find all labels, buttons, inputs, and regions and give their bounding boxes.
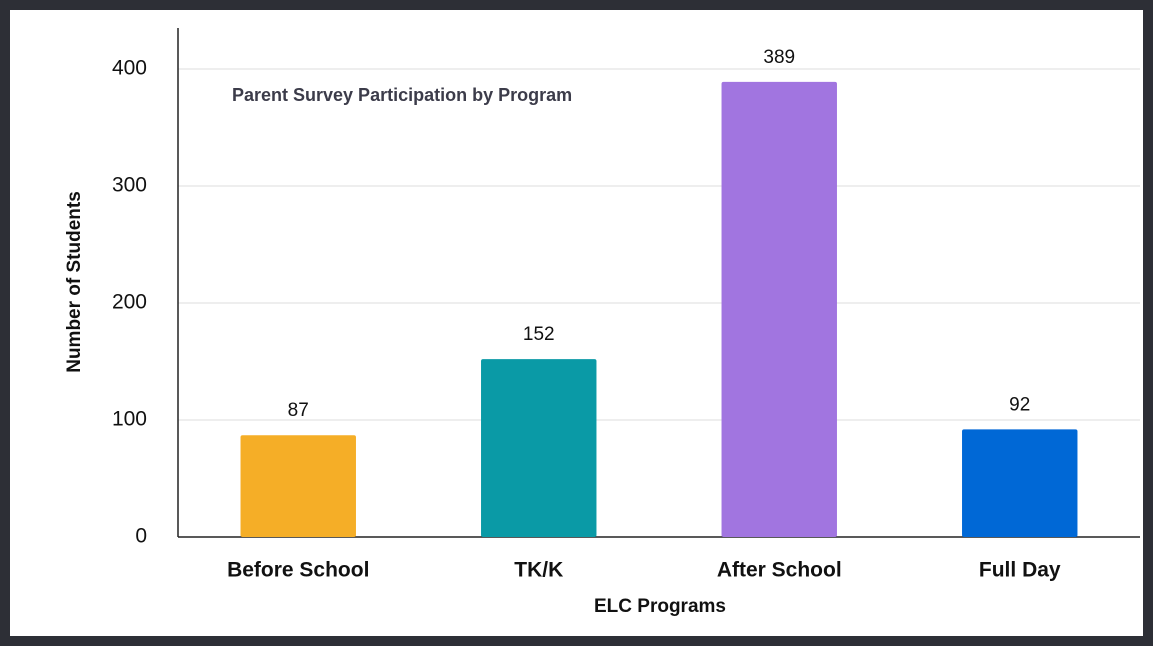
- chart-title: Parent Survey Participation by Program: [232, 85, 572, 105]
- value-label: 389: [763, 47, 795, 68]
- bar: [240, 435, 356, 537]
- y-tick-label: 0: [135, 525, 147, 548]
- y-axis-label: Number of Students: [64, 191, 85, 373]
- y-tick-label: 300: [112, 174, 147, 197]
- value-label: 87: [288, 400, 309, 421]
- bar: [962, 429, 1078, 537]
- x-tick-label: After School: [717, 559, 842, 582]
- y-tick-label: 200: [112, 291, 147, 314]
- x-tick-label: Full Day: [979, 559, 1061, 582]
- y-tick-label: 400: [112, 57, 147, 80]
- bar: [721, 81, 837, 537]
- x-axis-label: ELC Programs: [594, 596, 726, 617]
- y-tick-label: 100: [112, 408, 147, 431]
- bar: [481, 359, 597, 537]
- x-tick-label: Before School: [227, 559, 369, 582]
- value-label: 92: [1009, 394, 1030, 415]
- value-label: 152: [523, 324, 555, 345]
- x-tick-label: TK/K: [514, 559, 563, 582]
- chart-background: [10, 10, 1143, 636]
